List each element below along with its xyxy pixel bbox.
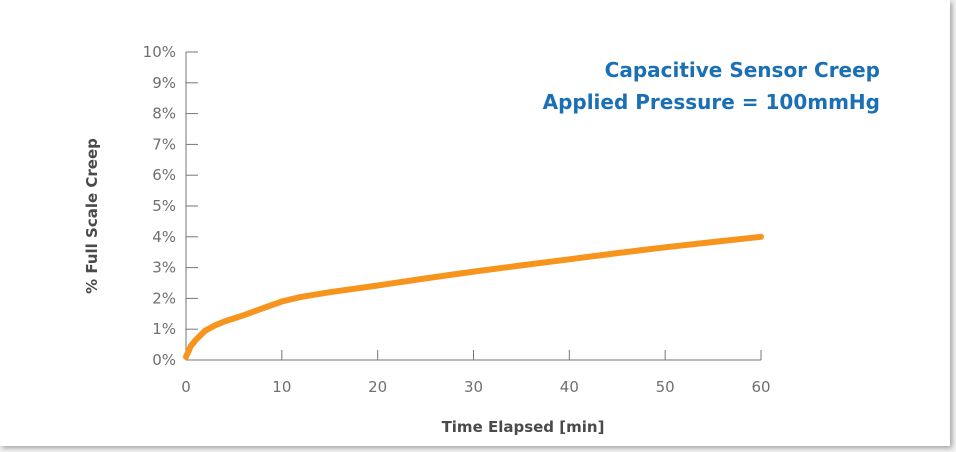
y-tick-label: 6%	[152, 166, 176, 184]
y-tick-label: 10%	[143, 43, 176, 61]
chart-title-line-2: Applied Pressure = 100mmHg	[543, 90, 880, 114]
chart-title-line-1: Capacitive Sensor Creep	[605, 58, 880, 82]
y-tick-label: 0%	[152, 351, 176, 369]
y-tick-label: 9%	[152, 74, 176, 92]
creep-series-line	[183, 233, 764, 360]
y-tick-label: 5%	[152, 197, 176, 215]
y-tick-label: 8%	[152, 105, 176, 123]
y-tick-label: 3%	[152, 259, 176, 277]
y-tick-label: 4%	[152, 228, 176, 246]
y-tick-label: 1%	[152, 320, 176, 338]
series-layer	[183, 233, 764, 360]
y-tick-label: 2%	[152, 289, 176, 307]
x-tick-label: 0	[181, 378, 191, 396]
ticks: 0% 1% 2% 3% 4% 5% 6% 7% 8% 9% 10% 0 10 20 30 40 50 60	[143, 43, 771, 396]
x-tick-label: 10	[272, 378, 291, 396]
y-axis-title: % Full Scale Creep	[83, 138, 101, 294]
titles: Capacitive Sensor Creep Applied Pressure…	[83, 58, 880, 436]
y-tick-label: 7%	[152, 135, 176, 153]
x-tick-label: 60	[751, 378, 770, 396]
x-tick-label: 40	[560, 378, 579, 396]
x-tick-label: 20	[368, 378, 387, 396]
x-tick-label: 30	[464, 378, 483, 396]
x-tick-label: 50	[656, 378, 675, 396]
x-axis-title: Time Elapsed [min]	[442, 418, 605, 436]
